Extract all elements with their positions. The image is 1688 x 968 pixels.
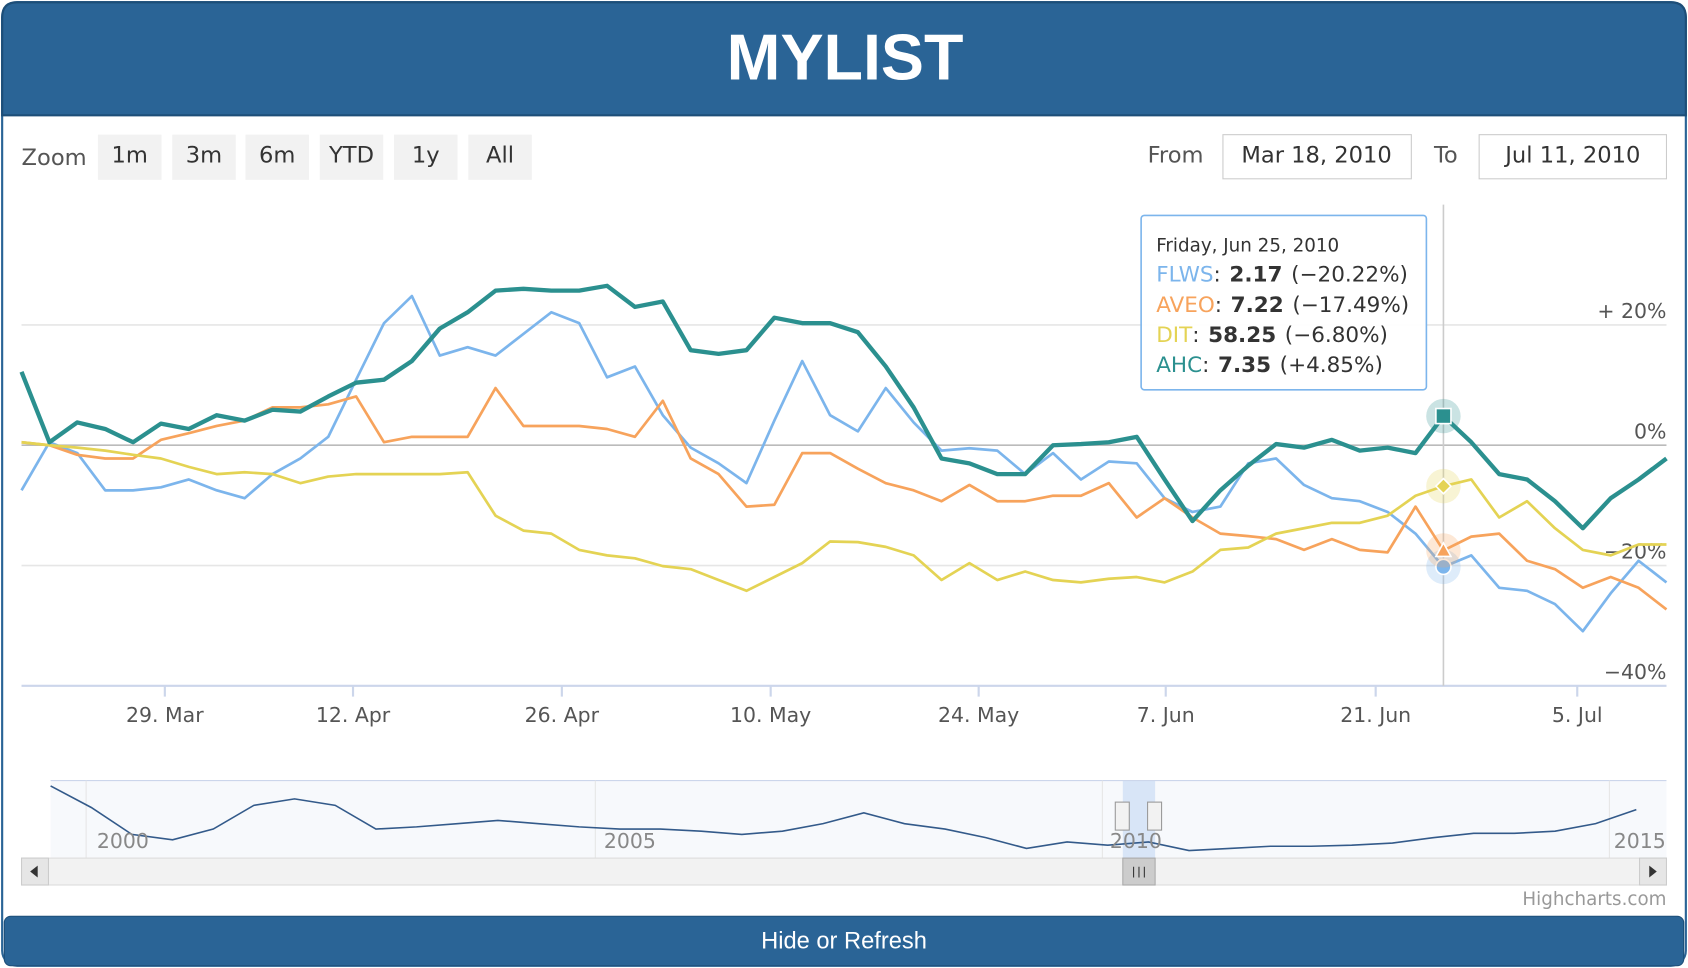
tooltip-change: (+4.85%) [1280, 353, 1383, 378]
series-line [20, 294, 1668, 633]
tooltip-price: 2.17 [1229, 263, 1282, 288]
header [1, 1, 1687, 117]
navigator-label: 2010 [1110, 829, 1162, 853]
scrollbar-track[interactable] [20, 857, 1668, 886]
tooltip-change: (−20.22%) [1291, 263, 1408, 288]
navigator-label: 2015 [1614, 829, 1666, 853]
hover-marker [1434, 477, 1453, 495]
tooltip-series-name: FLWS [1156, 263, 1213, 288]
navigator-label: 2000 [97, 829, 149, 853]
tooltip-price: 58.25 [1208, 323, 1276, 348]
title: MYLIST [727, 22, 964, 94]
credits[interactable]: Highcharts.com [1522, 889, 1666, 910]
navigator-line [50, 785, 1637, 852]
tooltip-separator: : [1192, 323, 1199, 348]
scrollbar-grip [1133, 866, 1145, 878]
tooltip-row: FLWS: 2.17 (−20.22%) [1156, 263, 1408, 288]
tooltip-box [1140, 214, 1428, 391]
tooltip-separator: : [1214, 263, 1221, 288]
to-label: To [1433, 143, 1458, 169]
series-line [19, 283, 1668, 531]
y-tick-label: −40% [1604, 660, 1667, 684]
hover-marker [1435, 558, 1452, 576]
series-line [21, 440, 1667, 593]
x-tick-label: 10. May [730, 703, 811, 727]
x-tick-label: 21. Jun [1340, 703, 1411, 727]
navigator-label: 2005 [604, 829, 656, 853]
y-tick-label: 0% [1634, 419, 1666, 443]
tooltip-series-name: DIT [1156, 323, 1193, 348]
zoom-button-label[interactable]: YTD [328, 143, 374, 169]
from-input[interactable] [1222, 134, 1412, 180]
x-tick-label: 7. Jun [1137, 703, 1195, 727]
zoom-button-label[interactable]: 1y [412, 143, 440, 169]
tooltip-separator: : [1215, 293, 1222, 318]
zoom-button[interactable] [468, 134, 532, 180]
navigator-bg [50, 780, 1667, 859]
footer-button-label[interactable]: Hide or Refresh [761, 928, 927, 954]
navigator-handle[interactable] [1147, 801, 1163, 831]
zoom-button[interactable] [97, 134, 162, 180]
zoom-button-label[interactable]: 1m [112, 143, 148, 169]
zoom-button[interactable] [172, 134, 236, 180]
x-tick-label: 5. Jul [1552, 703, 1603, 727]
tooltip-change: (−17.49%) [1292, 293, 1409, 318]
tooltip-series-name: AHC [1156, 353, 1202, 378]
x-tick-label: 12. Apr [316, 703, 391, 727]
x-tick-label: 24. May [938, 703, 1019, 727]
tooltip-row: AHC: 7.35 (+4.85%) [1156, 353, 1383, 378]
tooltip-row: DIT: 58.25 (−6.80%) [1156, 323, 1388, 348]
tooltip-date: Friday, Jun 25, 2010 [1156, 236, 1339, 257]
y-tick-label: + 20% [1597, 299, 1666, 323]
hover-marker [1435, 407, 1452, 425]
tooltip-price: 7.35 [1218, 353, 1271, 378]
x-tick-label: 26. Apr [525, 703, 600, 727]
zoom-button[interactable] [245, 134, 309, 180]
tooltip-row: AVEO: 7.22 (−17.49%) [1156, 293, 1409, 318]
hover-marker [1434, 541, 1453, 558]
zoom-label: Zoom [22, 145, 87, 171]
footer-button[interactable] [3, 915, 1685, 967]
tooltip-separator: : [1202, 353, 1209, 378]
x-tick-label: 29. Mar [126, 703, 204, 727]
tooltip-price: 7.22 [1231, 293, 1284, 318]
from-value[interactable]: Mar 18, 2010 [1241, 143, 1391, 169]
to-value[interactable]: Jul 11, 2010 [1503, 143, 1640, 169]
series-line [21, 386, 1668, 611]
zoom-button-label[interactable]: 6m [259, 143, 295, 169]
zoom-button[interactable] [319, 134, 384, 180]
from-label: From [1148, 143, 1204, 169]
scroll-left-arrow [30, 865, 38, 878]
zoom-button-label[interactable]: All [486, 143, 514, 169]
tooltip-change: (−6.80%) [1285, 323, 1388, 348]
tooltip-series-name: AVEO [1156, 293, 1215, 318]
navigator-handle[interactable] [1114, 801, 1130, 831]
to-input[interactable] [1478, 134, 1668, 180]
scroll-right-arrow [1649, 865, 1657, 878]
zoom-button[interactable] [394, 134, 458, 180]
zoom-button-label[interactable]: 3m [186, 143, 222, 169]
